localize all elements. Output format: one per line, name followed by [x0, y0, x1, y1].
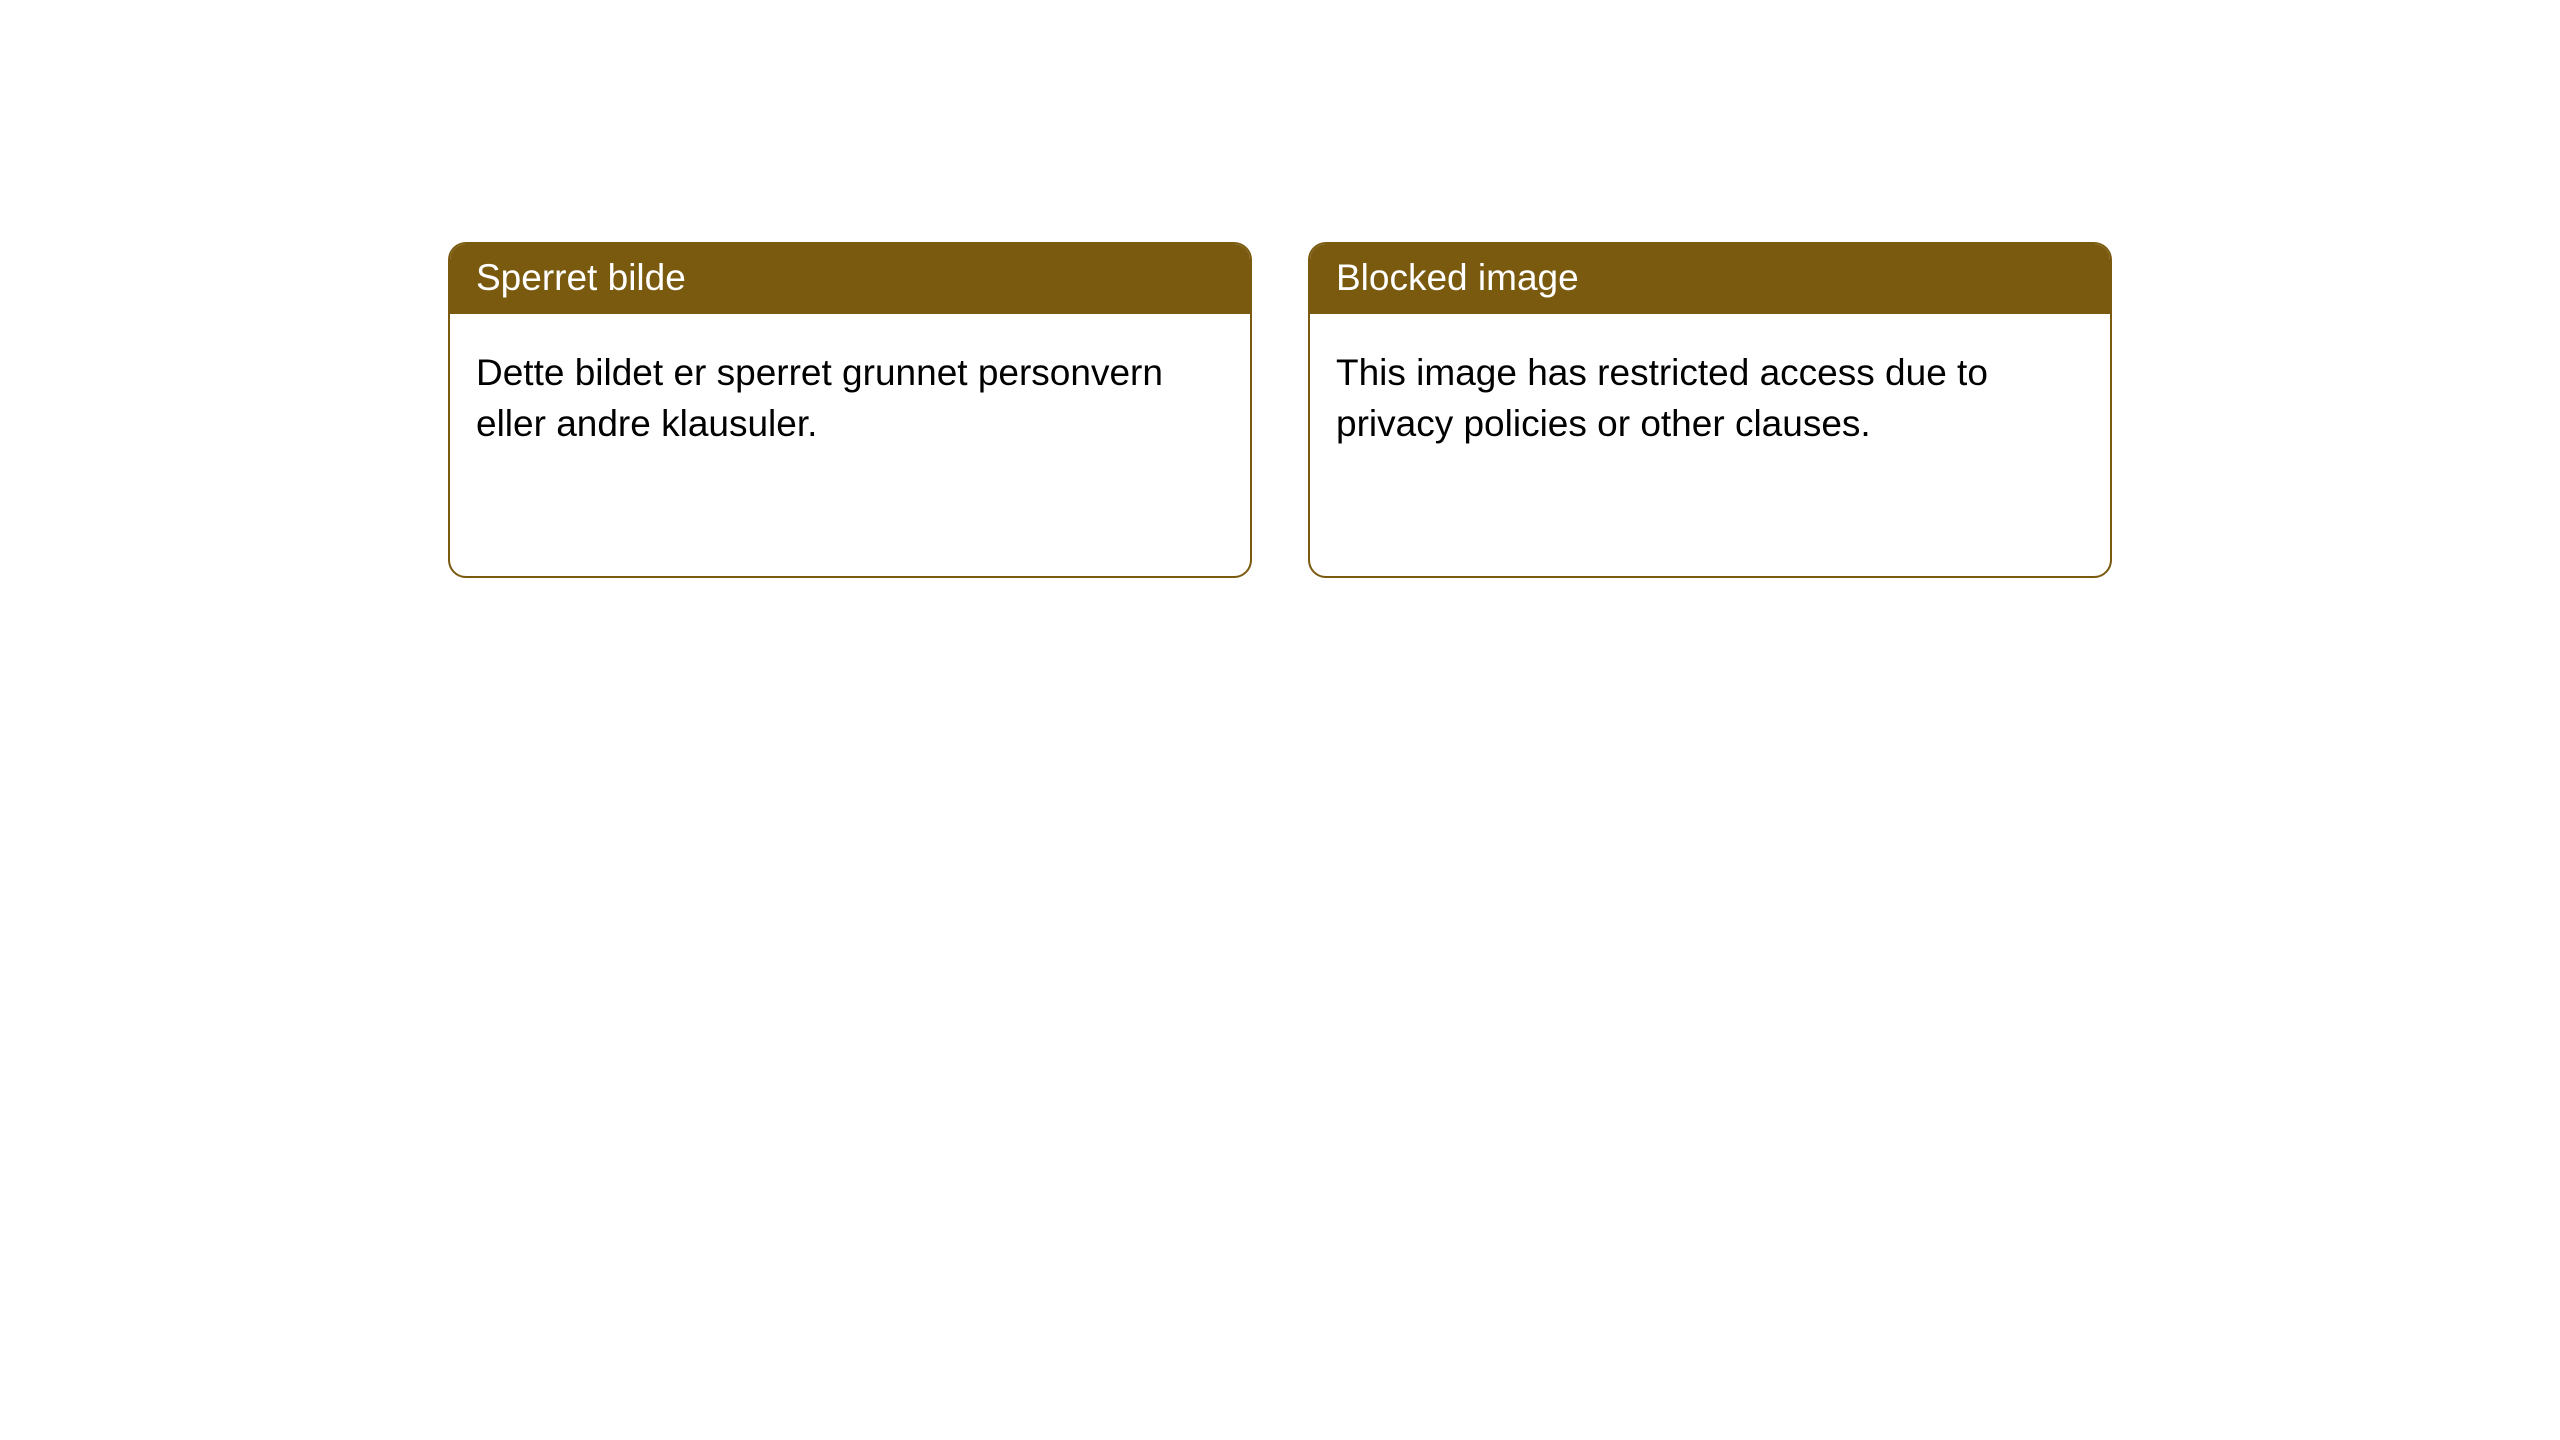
card-title: Blocked image — [1310, 244, 2110, 314]
notice-card-english: Blocked image This image has restricted … — [1308, 242, 2112, 578]
card-body: This image has restricted access due to … — [1310, 314, 2110, 475]
card-title: Sperret bilde — [450, 244, 1250, 314]
notice-container: Sperret bilde Dette bildet er sperret gr… — [0, 0, 2560, 578]
notice-card-norwegian: Sperret bilde Dette bildet er sperret gr… — [448, 242, 1252, 578]
card-body: Dette bildet er sperret grunnet personve… — [450, 314, 1250, 475]
